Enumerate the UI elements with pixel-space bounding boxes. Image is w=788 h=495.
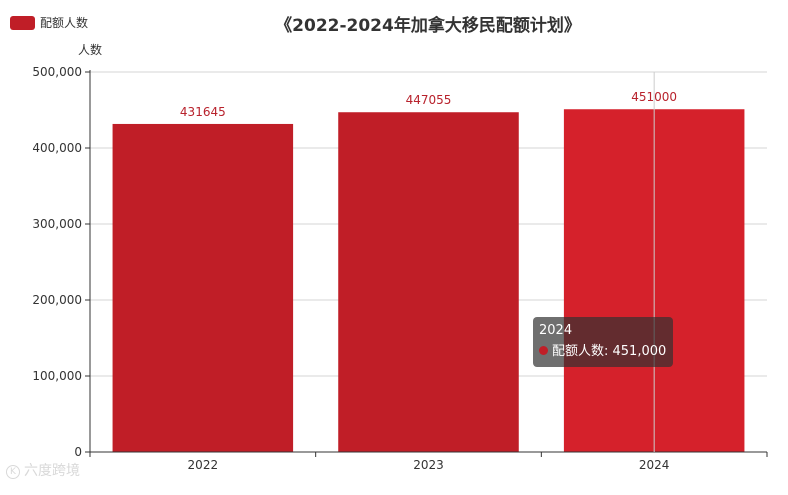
data-label-2023: 447055	[406, 93, 452, 107]
chart-tooltip: 2024 配额人数: 451,000	[533, 317, 673, 367]
watermark: K 六度跨境	[6, 460, 80, 480]
watermark-logo-icon: K	[6, 465, 20, 479]
y-tick-label: 400,000	[32, 141, 82, 155]
y-tick-label: 300,000	[32, 217, 82, 231]
chart-text: 《2022-2024年加拿大移民配额计划》 人数	[78, 15, 581, 57]
bar-2023[interactable]	[338, 112, 519, 453]
tooltip-text: 配额人数: 451,000	[552, 344, 667, 359]
data-label-2022: 431645	[180, 105, 226, 119]
x-tick-label: 2023	[413, 458, 444, 472]
bar-2022[interactable]	[112, 123, 294, 452]
x-tick-label: 2022	[188, 458, 219, 472]
tooltip-series-dot	[539, 346, 548, 355]
x-tick-label: 2024	[639, 458, 670, 472]
y-tick-label: 500,000	[32, 65, 82, 79]
axes: 0 100,000 200,000 300,000 400,000 500,000 2022…	[32, 65, 768, 472]
y-tick-label: 100,000	[32, 369, 82, 383]
y-tick-label: 0	[74, 445, 82, 459]
y-axis-label: 人数	[78, 42, 102, 57]
legend[interactable]: 配额人数	[10, 15, 88, 30]
y-tick-label: 200,000	[32, 293, 82, 307]
watermark-text: 六度跨境	[24, 463, 80, 479]
legend-swatch[interactable]	[10, 16, 35, 30]
tooltip-title: 2024	[539, 323, 573, 338]
tooltip-row: 配额人数: 451,000	[539, 343, 667, 361]
legend-label[interactable]: 配额人数	[40, 15, 88, 30]
chart-title: 《2022-2024年加拿大移民配额计划》	[275, 15, 581, 36]
